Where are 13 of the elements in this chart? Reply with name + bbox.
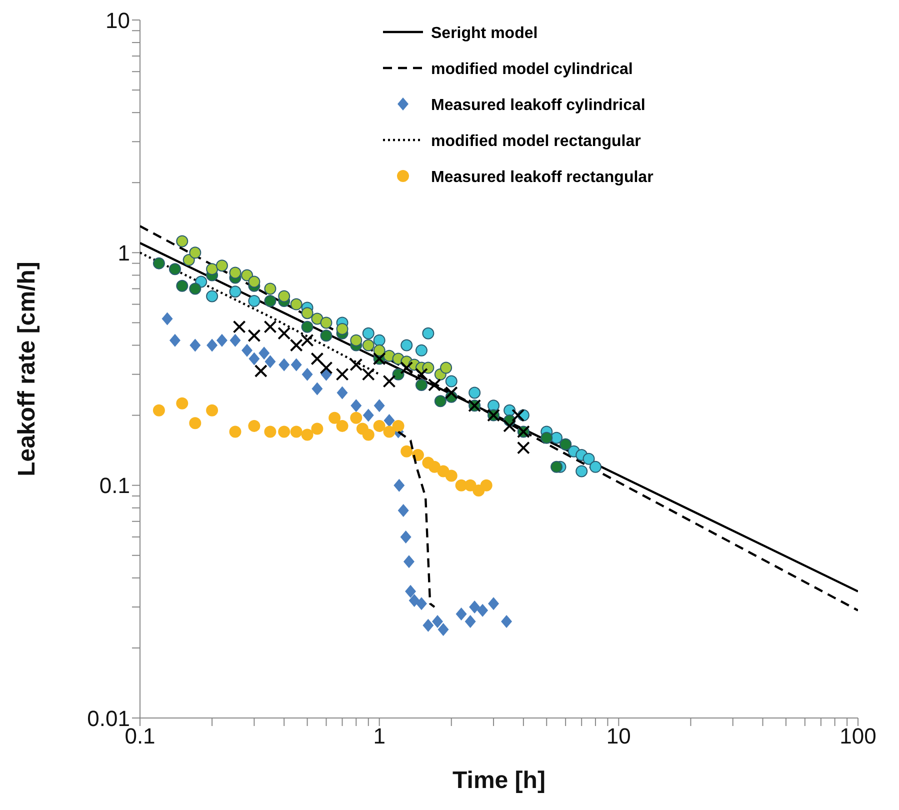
legend-label: Measured leakoff rectangular [431,169,654,186]
legend-label: modified model cylindrical [431,61,633,78]
x-axis-title: Time [h] [452,767,546,794]
y-axis-title: Leakoff rate [cm/h] [14,262,41,476]
x-tick-label: 10 [606,724,631,749]
x-tick-label: 1 [373,724,386,749]
legend-label: Measured leakoff cylindrical [431,97,646,114]
x-tick-label: 100 [840,724,876,749]
y-tick-label: 1 [118,240,130,266]
y-tick-label: 10 [106,8,130,33]
legend-label: Seright model [431,25,538,42]
y-tick-label: 0.1 [99,473,130,498]
legend-label: modified model rectangular [431,133,641,150]
